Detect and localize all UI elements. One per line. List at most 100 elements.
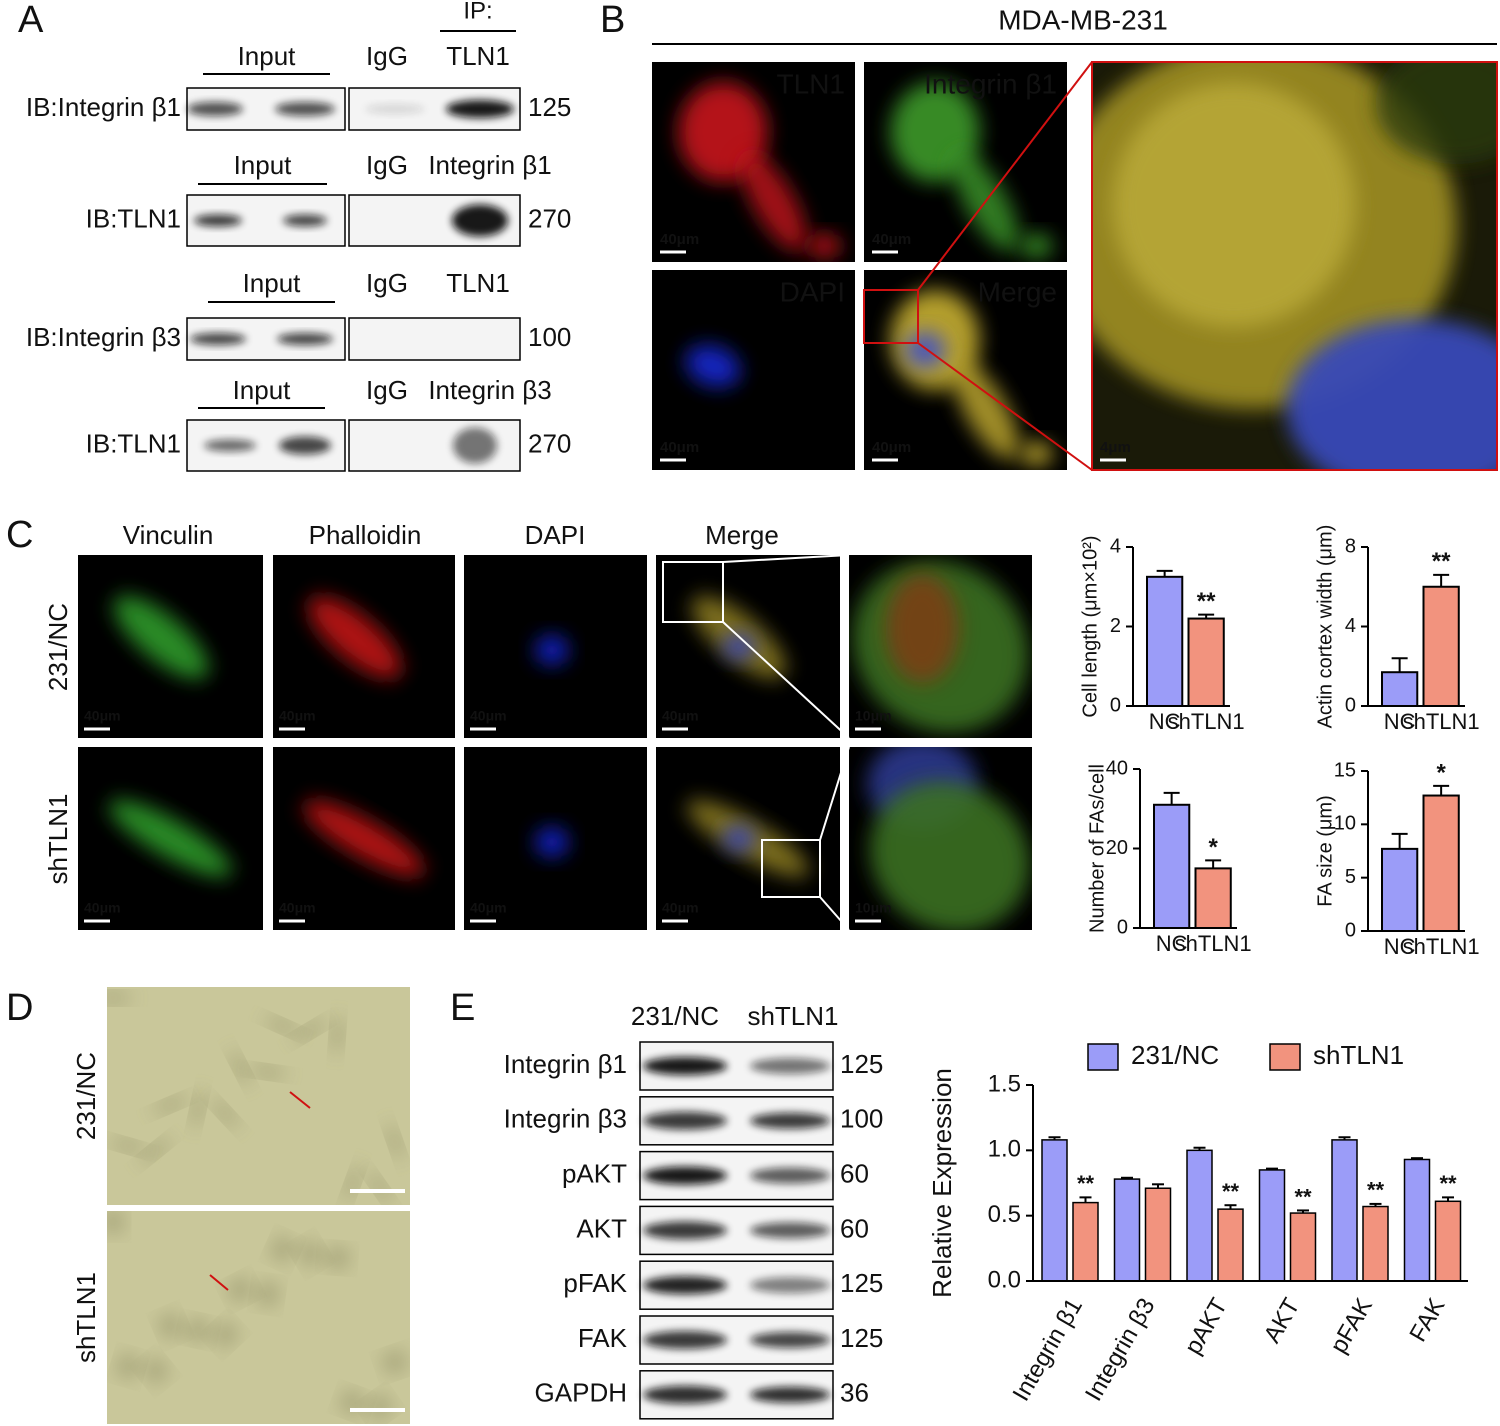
blot — [348, 317, 521, 361]
micrograph — [107, 1211, 410, 1424]
cell — [107, 1211, 123, 1233]
cell — [685, 344, 741, 388]
cell — [332, 1016, 342, 1054]
cell — [1375, 62, 1497, 164]
mw-label: 125 — [840, 1323, 883, 1353]
mw-label: 100 — [528, 322, 571, 352]
band — [643, 1331, 727, 1349]
cell — [187, 1321, 209, 1340]
zoom-box — [863, 289, 919, 344]
x-tick-label: NC — [1384, 709, 1416, 734]
blot-label: AKT — [576, 1213, 627, 1243]
significance: ** — [1294, 1184, 1312, 1209]
cell — [722, 633, 756, 660]
x-tick-label: pFAK — [1325, 1294, 1378, 1358]
cell — [258, 1283, 277, 1305]
micrograph-content — [113, 595, 209, 679]
cell — [294, 1020, 326, 1041]
band — [187, 102, 243, 116]
cell — [192, 1091, 204, 1127]
stain-label: DAPI — [525, 520, 586, 550]
panel-letter: B — [600, 0, 625, 41]
bar — [1381, 847, 1419, 932]
band — [190, 333, 246, 345]
scale-bar-label: 10μm — [855, 900, 892, 916]
band — [750, 1277, 830, 1294]
y-tick-label: 4 — [1345, 615, 1356, 637]
cell — [740, 152, 807, 252]
error-bar — [1205, 859, 1222, 869]
micrograph-content — [890, 290, 1053, 466]
lane-header: 231/NC — [631, 1001, 719, 1031]
scale-bar-label: 4μm — [1100, 439, 1131, 456]
zoom-line — [917, 342, 1093, 471]
blot-label: GAPDH — [535, 1378, 627, 1408]
error-bar — [1411, 1157, 1423, 1160]
cell — [273, 1238, 293, 1260]
cell — [387, 1124, 403, 1160]
micrograph-content — [867, 747, 1030, 930]
legend-label: 231/NC — [1131, 1040, 1219, 1070]
zoom-line — [722, 621, 850, 739]
band — [750, 1112, 830, 1129]
error-bar — [1156, 569, 1173, 577]
band — [750, 1222, 830, 1239]
scale-bar-label: 40μm — [662, 900, 699, 916]
mw-label: 36 — [840, 1378, 869, 1408]
band — [279, 436, 331, 455]
legend-label: shTLN1 — [1313, 1040, 1404, 1070]
y-tick-label: 2 — [1110, 615, 1121, 637]
band — [275, 102, 335, 116]
scale-bar-label: 40μm — [872, 439, 911, 456]
blot-label: pAKT — [562, 1158, 627, 1188]
error-bar — [1433, 573, 1450, 587]
band — [750, 1386, 830, 1403]
bar — [1381, 671, 1419, 708]
y-tick-label: 4 — [1110, 535, 1121, 557]
error-bar — [1224, 1204, 1237, 1210]
error-bar — [1079, 1196, 1092, 1203]
stain-label: Merge — [705, 520, 779, 550]
band — [365, 104, 425, 114]
y-axis-label: Relative Expression — [927, 1068, 957, 1298]
row-label: shTLN1 — [71, 1272, 101, 1363]
cell — [326, 1248, 348, 1267]
band — [643, 1111, 727, 1130]
bar — [1187, 617, 1225, 707]
channel-label: Merge — [978, 276, 1057, 307]
cell — [808, 234, 841, 258]
cell — [107, 993, 132, 1003]
scale-bar-label: 40μm — [84, 900, 121, 916]
cell — [303, 800, 425, 877]
channel-label: TLN1 — [777, 68, 845, 99]
x-tick-label: shTLN1 — [1403, 934, 1480, 959]
scale-bar-label: 40μm — [84, 708, 121, 724]
ib-label: IB:Integrin β1 — [26, 92, 181, 122]
cell — [869, 781, 1030, 930]
error-bar — [1266, 1167, 1278, 1170]
band — [277, 333, 333, 345]
micrograph-content — [108, 799, 233, 878]
y-tick-label: 0 — [1117, 916, 1128, 938]
y-tick-label: 0 — [1345, 919, 1356, 941]
micrograph-content — [535, 827, 569, 857]
cell — [212, 1099, 238, 1128]
zoom-box — [761, 839, 821, 898]
bar — [1186, 1149, 1213, 1282]
row-label: shTLN1 — [43, 793, 73, 884]
bar — [1194, 867, 1232, 929]
x-tick-label: FAK — [1404, 1294, 1450, 1347]
zoom-box — [662, 561, 724, 623]
band — [643, 1166, 727, 1185]
zoom-line — [722, 554, 850, 563]
scale-bar-label: 40μm — [662, 708, 699, 724]
micrograph — [652, 270, 855, 470]
band — [643, 1221, 727, 1240]
panel-letter: D — [6, 987, 33, 1029]
mw-label: 125 — [840, 1268, 883, 1298]
y-tick-label: 40 — [1106, 757, 1128, 779]
band — [283, 214, 327, 227]
cell — [141, 1138, 170, 1163]
bar — [1041, 1139, 1068, 1282]
cell — [266, 1017, 300, 1035]
